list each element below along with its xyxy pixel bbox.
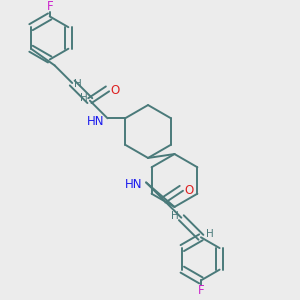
Text: O: O [184,184,194,197]
Text: O: O [111,84,120,98]
Text: HN: HN [125,178,142,191]
Text: H: H [74,79,82,89]
Text: F: F [46,0,53,13]
Text: H: H [206,230,214,239]
Text: HN: HN [87,115,105,128]
Text: H: H [80,93,88,103]
Text: H: H [171,211,178,221]
Text: F: F [198,284,204,297]
